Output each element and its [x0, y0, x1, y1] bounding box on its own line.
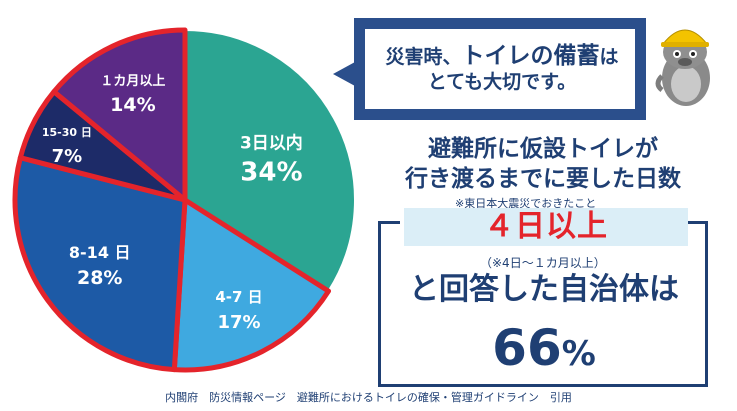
bubble-prefix: 災害時、	[385, 46, 462, 68]
pie-slice-value: 28%	[77, 267, 122, 289]
pie-slice	[171, 197, 332, 373]
pie-slice-value: 34%	[240, 157, 302, 187]
result-percentage: 66%	[392, 318, 696, 384]
pie-slice-label: 15-30 日	[42, 126, 92, 139]
answer-text: と回答した自治体は	[409, 272, 679, 307]
pie-slice-label: 3日以内	[240, 132, 303, 153]
bubble-suffix: は	[599, 46, 619, 68]
pie-slice-label: １カ月以上	[100, 74, 165, 89]
heading-line2: 行き渡るまでに要した日数	[405, 166, 681, 192]
pie-slice-label: 4-7 日	[215, 288, 262, 306]
result-unit: %	[561, 334, 596, 374]
days-value: ４日以上	[484, 209, 608, 244]
speech-bubble-text: 災害時、トイレの備蓄は とても大切です。	[372, 44, 632, 95]
speech-bubble-tail	[333, 62, 355, 86]
pie-slice-value: 17%	[217, 312, 260, 333]
heading: 避難所に仮設トイレが 行き渡るまでに要した日数	[388, 134, 698, 194]
pie-slice-label: 8-14 日	[69, 243, 131, 262]
heading-line1: 避難所に仮設トイレが	[428, 136, 658, 162]
pie-slice-value: 14%	[110, 94, 155, 116]
bubble-emphasis: トイレの備蓄	[461, 43, 600, 69]
earthquake-note: ※東日本大震災でおきたこと	[455, 197, 597, 210]
range-note: （※4日～１カ月以上）	[480, 256, 606, 270]
source-citation: 内閣府 防災情報ページ 避難所におけるトイレの確保・管理ガイドライン 引用	[165, 391, 572, 404]
bubble-line2: とても大切です。	[427, 71, 577, 93]
result-box	[378, 221, 708, 387]
pie-slice	[51, 27, 188, 203]
pie-slice-value: 7%	[52, 146, 83, 167]
pie-slice	[12, 155, 188, 373]
result-value: 66	[492, 319, 562, 377]
pie-chart: 3日以内 34% 4-7 日 17% 8-14 日 28% 15-30 日 7% １カ月以上 14…	[12, 27, 357, 373]
days-band: ４日以上	[404, 208, 688, 246]
speech-bubble	[362, 26, 638, 112]
mascot-with-hardhat-icon	[655, 29, 710, 106]
